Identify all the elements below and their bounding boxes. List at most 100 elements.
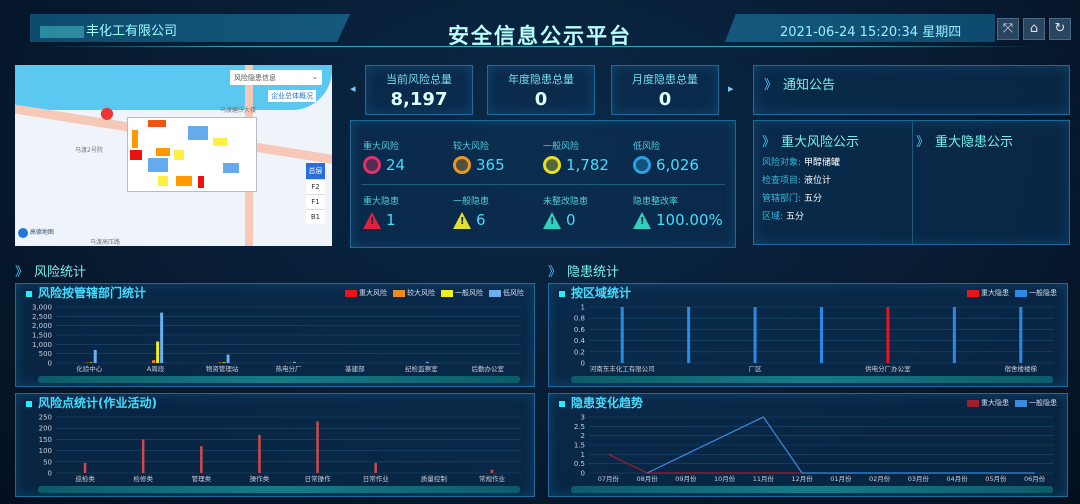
bar[interactable]	[753, 307, 757, 363]
x-tick-label: A周段	[147, 364, 165, 373]
bar[interactable]	[316, 421, 319, 473]
series-line[interactable]	[608, 453, 803, 474]
legend-item[interactable]: 重大风险	[345, 289, 387, 298]
bar[interactable]	[687, 307, 691, 363]
zoom-slider[interactable]	[38, 376, 520, 383]
bar[interactable]	[141, 439, 145, 473]
chart-plot: 0 0.511.5 22.53 07月份 08月份 09月份 10月份 11月份 12月份 01月…	[574, 414, 1054, 483]
bar[interactable]	[156, 341, 160, 363]
page-title: 安全信息公示平台	[448, 24, 632, 48]
bar[interactable]	[293, 361, 296, 363]
chart-title: 隐患变化趋势	[559, 396, 643, 410]
bar[interactable]	[1019, 307, 1023, 363]
risk-stat: 较大风险 365	[453, 139, 543, 174]
bar[interactable]	[620, 307, 624, 363]
bar[interactable]	[152, 360, 156, 363]
x-tick-label: 厂区	[749, 365, 763, 373]
legend-item[interactable]: 重大隐患	[967, 289, 1009, 298]
bar[interactable]	[89, 362, 93, 363]
layer-dropdown[interactable]: 风险隐患信息 ⌄	[230, 70, 322, 85]
info-value: 五分	[804, 194, 823, 204]
stat-label: 未整改隐患	[543, 197, 589, 207]
bar[interactable]	[93, 349, 97, 363]
legend-label: 重大风险	[359, 289, 387, 297]
zoom-slider[interactable]	[38, 486, 520, 493]
info-row: 管辖部门: 五分	[762, 191, 912, 204]
fullscreen-icon[interactable]: ⤧	[997, 18, 1019, 40]
floor-button-f1[interactable]: F1	[306, 194, 325, 209]
floor-button-all[interactable]: 总层	[306, 163, 325, 179]
legend-item[interactable]: 重大隐患	[967, 399, 1009, 408]
bar[interactable]	[886, 307, 890, 363]
bar[interactable]	[374, 462, 377, 473]
bar[interactable]	[820, 307, 823, 363]
bar[interactable]	[425, 361, 429, 363]
bar[interactable]	[83, 462, 87, 473]
stat-label: 较大风险	[453, 142, 490, 152]
logout-icon[interactable]: ↻	[1049, 18, 1071, 40]
zoom-slider[interactable]	[571, 376, 1053, 383]
map-view[interactable]: ● 风险隐患信息 ⌄ 企业总体概况 马渡磨沃大楼 马渡2号院 马渡高压路 总层 F…	[15, 65, 332, 246]
legend-item[interactable]: 一般隐患	[1015, 399, 1057, 408]
stat-label: 隐患整改率	[633, 197, 679, 207]
warning-triangle-icon	[633, 211, 651, 229]
floor-button-f2[interactable]: F2	[306, 179, 325, 194]
bar[interactable]	[952, 307, 956, 363]
legend-item[interactable]: 一般风险	[441, 289, 483, 298]
chart-risk-by-department: 风险按管辖部门统计 重大风险 较大风险 一般风险 低风险 0 500 1,000 1,500 2,…	[15, 283, 535, 387]
map-logo: 高德地图	[18, 227, 54, 238]
legend-item[interactable]: 低风险	[489, 289, 524, 298]
bar[interactable]	[490, 469, 494, 473]
next-arrow-icon[interactable]: ▸	[728, 82, 734, 95]
legend-item[interactable]: 一般隐患	[1015, 289, 1057, 298]
stat-value: 0	[566, 211, 576, 229]
road-label: 马渡磨沃大楼	[220, 107, 257, 114]
risk-stat: 一般风险 1,782	[543, 139, 633, 174]
y-tick-label: 150	[39, 436, 52, 444]
y-tick-label: 0	[48, 470, 52, 478]
kpi-current-risk: 当前风险总量 8,197	[365, 65, 473, 115]
kpi-label: 年度隐患总量	[508, 73, 574, 86]
major-hazard-title: 重大隐患公示	[935, 135, 1014, 150]
plant-layout[interactable]	[127, 117, 257, 192]
stats-panel: 重大风险 24 较大风险 365 一般风险 1,782 低风险 6,026 重大隐患 1 一般隐患 6…	[350, 120, 736, 248]
bar[interactable]	[222, 362, 226, 363]
warning-triangle-icon	[363, 211, 381, 229]
floor-button-b1[interactable]: B1	[306, 209, 325, 224]
double-chevron-icon: 》	[548, 265, 562, 280]
bar[interactable]	[160, 312, 164, 363]
x-tick-label: 05月份	[985, 474, 1007, 483]
company-name: 丰化工有限公司	[40, 20, 177, 39]
kpi-value: 0	[658, 89, 672, 110]
x-tick-label: 11月份	[753, 474, 775, 483]
location-pin-icon[interactable]: ●	[100, 103, 114, 122]
series-line[interactable]	[646, 416, 1035, 474]
header-right-plate	[725, 14, 995, 42]
hazard-stat: 一般隐患 6	[453, 194, 543, 229]
x-tick-label: 质量控制	[421, 474, 448, 483]
zoom-slider[interactable]	[571, 486, 1053, 493]
legend-item[interactable]: 较大风险	[393, 289, 435, 298]
y-tick-label: 0	[581, 360, 585, 368]
notice-title: 通知公告	[783, 78, 836, 93]
x-tick-label: 07月份	[598, 474, 620, 483]
y-tick-label: 0.5	[574, 460, 585, 468]
y-tick-label: 0.4	[574, 337, 586, 345]
prev-arrow-icon[interactable]: ◂	[350, 82, 356, 95]
x-tick-label: 供电分厂办公室	[865, 364, 911, 373]
legend-swatch	[1015, 399, 1027, 407]
x-tick-label: 06月份	[1024, 474, 1046, 483]
x-tick-label: 常规作业	[479, 474, 506, 483]
x-tick-label: 04月份	[946, 474, 968, 483]
y-tick-label: 2,000	[32, 322, 52, 330]
bar[interactable]	[258, 434, 261, 473]
bar[interactable]	[218, 362, 222, 363]
stat-value: 100.00%	[656, 211, 723, 229]
chart-risk-points-activity: 风险点统计(作业活动) 0 50 100 150 200 250 巡检类 检修类 管理类 操作类 日常…	[15, 393, 535, 497]
bar[interactable]	[226, 354, 230, 363]
bar[interactable]	[200, 446, 203, 473]
overview-button[interactable]: 企业总体概况	[268, 90, 316, 102]
stat-value: 24	[386, 156, 406, 174]
home-icon[interactable]: ⌂	[1023, 18, 1045, 40]
